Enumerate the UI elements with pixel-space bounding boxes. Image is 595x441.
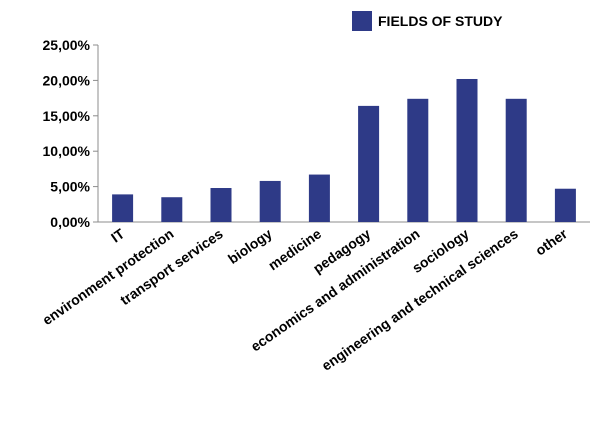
bar bbox=[210, 188, 232, 222]
category-label: other bbox=[532, 225, 570, 258]
bar bbox=[112, 194, 134, 222]
legend: FIELDS OF STUDY bbox=[352, 11, 503, 31]
y-tick-label: 5,00% bbox=[50, 179, 90, 195]
category-label: IT bbox=[108, 225, 128, 245]
bar bbox=[505, 98, 527, 222]
bar bbox=[308, 174, 330, 222]
y-tick-label: 25,00% bbox=[43, 37, 91, 53]
legend-swatch bbox=[352, 11, 372, 31]
y-tick-labels: 0,00% 5,00% 10,00% 15,00% 20,00% 25,00% bbox=[43, 37, 98, 230]
bar bbox=[456, 78, 478, 222]
bars bbox=[112, 78, 576, 222]
y-tick-label: 20,00% bbox=[43, 72, 91, 88]
bar bbox=[259, 180, 281, 222]
y-tick-label: 10,00% bbox=[43, 143, 91, 159]
bar bbox=[554, 188, 576, 222]
y-tick-label: 0,00% bbox=[50, 214, 90, 230]
bar bbox=[161, 197, 183, 222]
y-tick-label: 15,00% bbox=[43, 108, 91, 124]
bar bbox=[407, 98, 429, 222]
bar bbox=[358, 105, 380, 222]
legend-label: FIELDS OF STUDY bbox=[378, 13, 503, 29]
